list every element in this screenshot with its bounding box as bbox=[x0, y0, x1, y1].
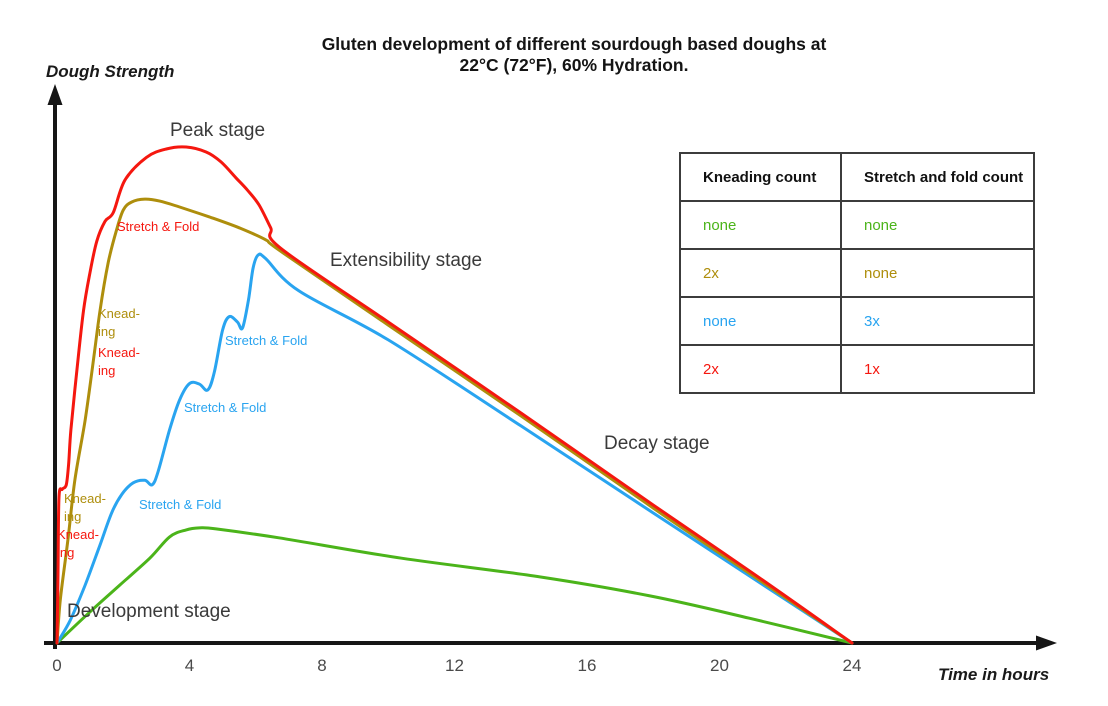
stage-label: Development stage bbox=[67, 601, 231, 622]
curve-green bbox=[55, 526, 854, 645]
curve-annotation-blue: Stretch & Fold bbox=[225, 333, 308, 348]
curves-group bbox=[55, 145, 854, 645]
stage-label: Decay stage bbox=[604, 433, 710, 454]
legend-cell: none bbox=[679, 200, 842, 250]
x-axis-label: Time in hours bbox=[938, 665, 1050, 684]
curve-annotation-red: Knead- ing bbox=[57, 527, 99, 560]
axes-group bbox=[44, 84, 1057, 651]
x-tick-label: 12 bbox=[445, 656, 464, 675]
curve-red bbox=[55, 145, 854, 645]
x-tick-label: 24 bbox=[842, 656, 862, 675]
legend-header-row: Kneading count Stretch and fold count bbox=[679, 152, 1035, 202]
x-axis-arrow-icon bbox=[1036, 635, 1057, 651]
curve-annotation-blue: Stretch & Fold bbox=[139, 497, 222, 512]
curve-olive bbox=[55, 197, 854, 645]
legend-cell: none bbox=[840, 248, 1035, 298]
legend-header-fold: Stretch and fold count bbox=[840, 152, 1035, 202]
curve-annotation-olive: Knead- ing bbox=[64, 491, 106, 524]
legend-row-green: none none bbox=[679, 200, 1035, 250]
legend-header-kneading: Kneading count bbox=[679, 152, 842, 202]
legend-cell: 1x bbox=[840, 344, 1035, 394]
x-tick-label: 16 bbox=[577, 656, 597, 675]
legend-cell: 3x bbox=[840, 296, 1035, 346]
curve-blue bbox=[55, 252, 854, 645]
legend-cell: none bbox=[840, 200, 1035, 250]
curve-annotation-blue: Stretch & Fold bbox=[184, 400, 267, 415]
legend-cell: 2x bbox=[679, 344, 842, 394]
curve-annotation-olive: Knead- ing bbox=[98, 306, 140, 339]
chart-title-line1: Gluten development of different sourdoug… bbox=[321, 34, 827, 54]
chart-title-line2: 22°C (72°F), 60% Hydration. bbox=[459, 55, 689, 76]
x-tick-label: 20 bbox=[710, 656, 729, 675]
stage-label: Peak stage bbox=[170, 120, 266, 141]
x-tick-label: 0 bbox=[52, 656, 62, 675]
legend-row-red: 2x 1x bbox=[679, 344, 1035, 394]
stage-label: Extensibility stage bbox=[330, 250, 483, 271]
y-axis-arrow-icon bbox=[47, 84, 63, 105]
y-axis-label: Dough Strength bbox=[46, 62, 175, 81]
curve-annotation-red: Knead- ing bbox=[98, 345, 140, 378]
legend-cell: none bbox=[679, 296, 842, 346]
x-tick-label: 8 bbox=[317, 656, 327, 675]
curve-annotation-red: Stretch & Fold bbox=[117, 219, 200, 234]
legend-row-blue: none 3x bbox=[679, 296, 1035, 346]
chart-title: Gluten development of different sourdoug… bbox=[274, 34, 874, 77]
x-tick-label: 4 bbox=[184, 656, 195, 675]
legend-cell: 2x bbox=[679, 248, 842, 298]
legend-row-olive: 2x none bbox=[679, 248, 1035, 298]
legend-table: Kneading count Stretch and fold count no… bbox=[679, 152, 1035, 394]
